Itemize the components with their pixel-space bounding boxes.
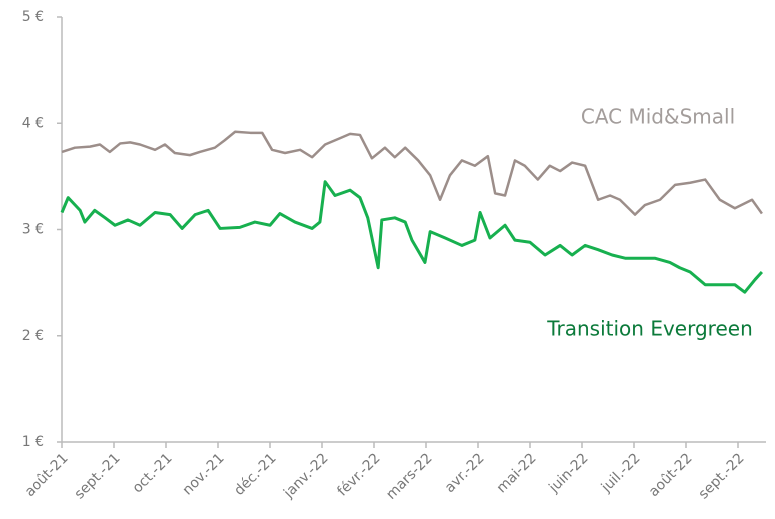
x-tick-label: mars-22 <box>383 450 435 502</box>
x-tick-label: avr.-22 <box>442 450 488 496</box>
series-label: CAC Mid&Small <box>581 105 735 129</box>
y-tick-label: 1 € <box>22 434 44 450</box>
x-tick-label: oct.-21 <box>130 450 176 496</box>
x-tick-label: févr.-22 <box>334 450 383 499</box>
x-tick-label: déc.-21 <box>231 450 279 498</box>
y-tick-label: 3 € <box>22 222 44 238</box>
x-tick-label: nov.-21 <box>180 450 228 498</box>
x-tick-label: juil.-22 <box>598 450 644 496</box>
x-tick-label: juin-22 <box>545 450 591 496</box>
series-line <box>60 180 764 294</box>
y-tick-label: 5 € <box>22 9 44 25</box>
x-tick-label: août-22 <box>646 450 696 500</box>
x-tick-label: janv.-22 <box>280 450 332 502</box>
x-tick-label: mai-22 <box>494 450 540 496</box>
x-tick-label: sept.-22 <box>696 450 748 502</box>
series-line <box>61 130 763 216</box>
y-tick-label: 2 € <box>22 328 44 344</box>
x-tick-label: sept.-21 <box>72 450 124 502</box>
series-label: Transition Evergreen <box>546 317 753 341</box>
x-tick-label: août-21 <box>22 450 72 500</box>
y-tick-label: 4 € <box>22 115 44 131</box>
